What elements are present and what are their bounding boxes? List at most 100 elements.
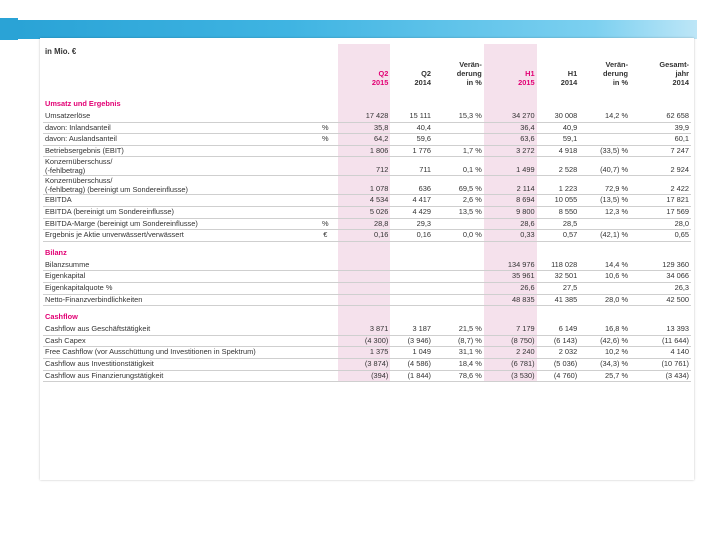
row-label: davon: Auslandsanteil xyxy=(43,133,314,146)
table-cell: 59,1 xyxy=(536,133,580,146)
table-cell: (3 946) xyxy=(390,335,433,348)
column-header-q2_2014: 2014 xyxy=(414,78,431,87)
table-cell: 34 066 xyxy=(630,270,691,283)
table-cell: 41 385 xyxy=(536,294,580,307)
financial-table: in Mio. € Verän- Verän- Gesamt- Q2 Q2 derung H1… xyxy=(43,44,691,383)
row-unit xyxy=(313,324,338,336)
table-cell: 28,6 xyxy=(483,218,537,231)
table-cell: 0,0 % xyxy=(433,229,484,242)
row-label: davon: Inlandsanteil xyxy=(43,122,314,135)
blank-cell xyxy=(313,78,337,87)
blank-cell xyxy=(390,306,433,325)
table-cell: (13,5) % xyxy=(579,194,631,207)
table-cell: 1 806 xyxy=(337,145,391,158)
table-cell: 1 499 xyxy=(483,156,537,177)
column-header-year_2014: jahr xyxy=(675,69,689,78)
table-cell: 1 049 xyxy=(390,346,433,359)
table-cell: 8 550 xyxy=(536,206,580,219)
table-cell: 26,6 xyxy=(483,282,537,295)
table-cell: 17 821 xyxy=(630,194,691,207)
row-unit xyxy=(313,294,338,307)
table-cell: 26,3 xyxy=(630,282,691,295)
row-unit xyxy=(313,111,338,123)
table-cell xyxy=(433,218,484,231)
table-cell: 15 111 xyxy=(390,111,433,123)
table-cell: 1 776 xyxy=(390,145,433,158)
row-unit xyxy=(313,259,338,272)
column-header-h1_2014: H1 xyxy=(567,69,578,78)
table-title-row: in Mio. € xyxy=(43,44,691,60)
table-cell: 8 694 xyxy=(483,194,537,207)
table-cell: 35,8 xyxy=(337,122,391,135)
table-row: EBITDA-Marge (bereinigt um Sondereinflus… xyxy=(43,218,691,231)
table-row: Umsatzerlöse 17 428 15 111 15,3 % 34 270 30 0… xyxy=(43,111,691,123)
section-title: Umsatz und Ergebnis xyxy=(45,99,121,108)
table-cell: 2 240 xyxy=(483,346,537,359)
table-cell xyxy=(390,270,433,283)
table-cell xyxy=(433,294,484,307)
table-cell: 0,16 xyxy=(390,229,433,242)
table-cell: 2 924 xyxy=(630,156,691,177)
table-cell: 4 140 xyxy=(630,346,691,359)
spacer-row xyxy=(43,87,691,93)
table-cell: 34 270 xyxy=(483,111,537,123)
table-cell xyxy=(390,294,433,307)
table-cell: 4 534 xyxy=(337,194,391,207)
header-corner-accent xyxy=(0,18,18,40)
row-label: Netto-Finanzverbindlichkeiten xyxy=(43,294,314,307)
column-header-h1_2015: 2015 xyxy=(483,78,537,87)
blank-cell xyxy=(43,60,313,69)
row-unit xyxy=(313,335,338,348)
row-label: EBITDA-Marge (bereinigt um Sondereinflus… xyxy=(43,218,314,231)
column-header-h1_2014 xyxy=(537,60,580,69)
table-cell xyxy=(337,259,391,272)
row-unit xyxy=(313,194,338,207)
column-header-h1_2015: H1 xyxy=(483,69,537,78)
table-cell: 40,9 xyxy=(536,122,580,135)
table-cell: (4 760) xyxy=(536,370,580,383)
column-header-q2_2015 xyxy=(337,60,391,69)
row-label: Bilanzsumme xyxy=(43,259,314,272)
top-margin xyxy=(0,0,720,20)
row-unit xyxy=(313,156,338,177)
table-cell: 27,5 xyxy=(536,282,580,295)
row-unit xyxy=(313,145,338,158)
table-cell: 63,6 xyxy=(483,133,537,146)
table-row: Konzernüberschuss/(-fehlbetrag) 712 711 0,1… xyxy=(43,156,691,177)
table-cell xyxy=(337,294,391,307)
blank-cell xyxy=(313,44,337,60)
table-cell: 129 360 xyxy=(630,259,691,272)
table-cell: (3 434) xyxy=(630,370,691,383)
table-cell xyxy=(337,270,391,283)
table-cell: 39,9 xyxy=(630,122,691,135)
table-cell: 4 417 xyxy=(390,194,433,207)
blank-cell xyxy=(313,60,337,69)
blank-cell xyxy=(579,241,630,260)
table-cell: (1 844) xyxy=(390,370,433,383)
table-cell: (33,5) % xyxy=(579,145,631,158)
row-label: Konzernüberschuss/(-fehlbetrag) (bereini… xyxy=(43,175,314,196)
row-unit xyxy=(313,175,338,196)
table-title: in Mio. € xyxy=(45,47,77,56)
row-label: EBITDA (bereinigt um Sondereinflusse) xyxy=(43,206,314,219)
table-cell: 4 918 xyxy=(536,145,580,158)
blank-cell xyxy=(337,241,391,260)
column-header-q2_2015: 2015 xyxy=(337,78,391,87)
blank-cell xyxy=(337,44,391,60)
table-cell: 118 028 xyxy=(536,259,580,272)
table-row: Bilanzsumme 134 976 118 028 14,4 % 129 360 xyxy=(43,259,691,272)
table-cell: 28,0 % xyxy=(579,294,631,307)
table-cell: (3 530) xyxy=(483,370,537,383)
column-header-change_q: Verän- xyxy=(459,60,482,69)
table-cell: 2 528 xyxy=(536,156,580,177)
section-header-row: Umsatz und Ergebnis xyxy=(43,93,691,111)
row-label: Free Cashflow (vor Ausschüttung und Inve… xyxy=(43,346,314,359)
row-label: Betriebsergebnis (EBIT) xyxy=(43,145,314,158)
blank-cell xyxy=(579,306,630,325)
table-row: davon: Inlandsanteil% 35,8 40,4 36,4 40,9 39,… xyxy=(43,122,691,135)
table-cell: 60,1 xyxy=(630,133,691,146)
table-cell: 64,2 xyxy=(337,133,391,146)
blank-cell xyxy=(537,44,580,60)
row-unit xyxy=(313,358,338,371)
column-header-q2_2014 xyxy=(390,60,433,69)
